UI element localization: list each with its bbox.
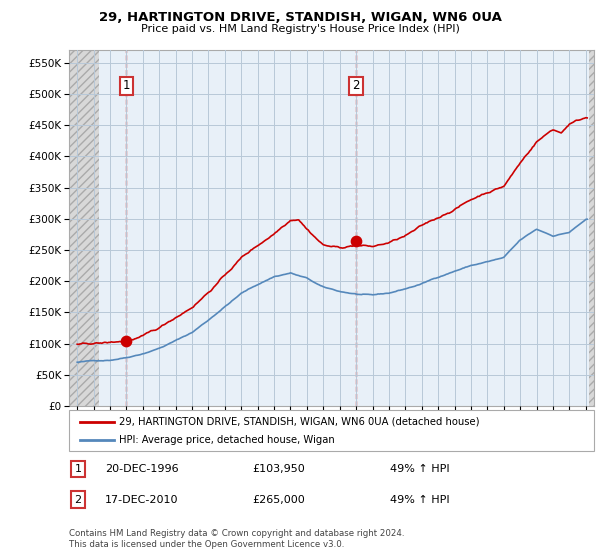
Text: 29, HARTINGTON DRIVE, STANDISH, WIGAN, WN6 0UA: 29, HARTINGTON DRIVE, STANDISH, WIGAN, W… bbox=[98, 11, 502, 24]
Bar bbox=[69, 50, 98, 406]
Text: 17-DEC-2010: 17-DEC-2010 bbox=[105, 494, 179, 505]
Text: 49% ↑ HPI: 49% ↑ HPI bbox=[390, 494, 449, 505]
FancyBboxPatch shape bbox=[69, 410, 594, 451]
Text: £265,000: £265,000 bbox=[252, 494, 305, 505]
Bar bbox=[589, 50, 594, 406]
Text: 29, HARTINGTON DRIVE, STANDISH, WIGAN, WN6 0UA (detached house): 29, HARTINGTON DRIVE, STANDISH, WIGAN, W… bbox=[119, 417, 479, 427]
Text: 49% ↑ HPI: 49% ↑ HPI bbox=[390, 464, 449, 474]
Text: 2: 2 bbox=[352, 80, 360, 92]
Text: 2: 2 bbox=[74, 494, 82, 505]
Text: 20-DEC-1996: 20-DEC-1996 bbox=[105, 464, 179, 474]
Text: £103,950: £103,950 bbox=[252, 464, 305, 474]
Text: 1: 1 bbox=[74, 464, 82, 474]
Text: Contains HM Land Registry data © Crown copyright and database right 2024.
This d: Contains HM Land Registry data © Crown c… bbox=[69, 529, 404, 549]
Text: HPI: Average price, detached house, Wigan: HPI: Average price, detached house, Wiga… bbox=[119, 435, 335, 445]
Text: Price paid vs. HM Land Registry's House Price Index (HPI): Price paid vs. HM Land Registry's House … bbox=[140, 24, 460, 34]
Text: 1: 1 bbox=[122, 80, 130, 92]
Point bbox=[122, 337, 131, 346]
Point bbox=[352, 236, 361, 245]
